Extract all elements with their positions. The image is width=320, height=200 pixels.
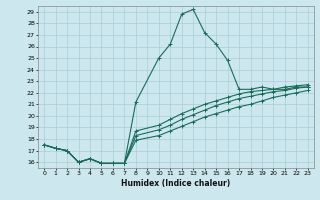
X-axis label: Humidex (Indice chaleur): Humidex (Indice chaleur) <box>121 179 231 188</box>
